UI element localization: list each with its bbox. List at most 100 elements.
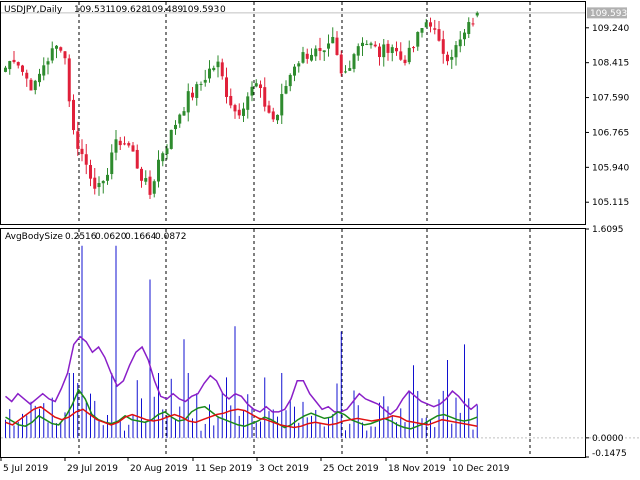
candle [118,136,122,150]
candle [114,129,118,161]
candle [420,28,424,38]
current-price-tag [587,7,627,19]
symbol-label: USDJPY,Daily [4,5,63,15]
candle [416,31,420,51]
candle [331,27,335,44]
candle [55,44,58,59]
candle [80,139,84,162]
candle [144,170,148,185]
candle [454,41,458,66]
candle [450,49,454,69]
candle [271,107,275,122]
indicator-tick-label: 0.0000 [592,434,624,444]
candle [46,57,50,75]
candle [267,100,271,114]
candle [246,92,250,119]
candle [365,40,369,46]
candle [106,167,109,185]
candle [178,113,182,128]
avg-line-green [5,388,478,430]
candle [378,43,381,66]
price-tick-label: 105.115 [592,198,629,208]
indicator-tick-label: 1.6095 [592,225,624,235]
candle [352,52,356,73]
candle [395,41,398,56]
indicator-value-2: 0.0620 [95,232,127,242]
candle [97,176,101,196]
price-tick-label: 109.240 [592,24,629,34]
candle [288,73,292,92]
current-price-text: 109.593 [590,9,627,19]
candle [8,60,12,75]
candle [161,151,165,167]
candle [169,129,173,150]
time-label: 25 Oct 2019 [323,464,379,474]
candle [135,144,139,169]
candle [369,41,373,49]
candle [356,43,360,61]
candle [429,17,432,33]
indicator-value-4: 0.0872 [155,232,187,242]
candle [157,150,160,188]
candle [254,79,258,88]
time-label: 5 Jul 2019 [3,464,48,474]
candle [225,67,228,104]
candle [25,69,29,87]
candle [140,166,143,188]
period-separators [78,2,531,457]
indicator-tick-label: -0.1475 [592,449,627,459]
price-tick-label: 108.415 [592,59,629,69]
candlestick-series [4,11,479,200]
candle [433,19,437,35]
candle [335,31,339,56]
candle [242,102,245,122]
candle [93,168,97,195]
price-tick-label: 106.765 [592,128,629,138]
candle [344,65,347,74]
time-label: 29 Jul 2019 [67,464,118,474]
candle [229,88,233,109]
candle [50,41,54,64]
candle [110,144,114,180]
time-label: 18 Nov 2019 [388,464,446,474]
candle [250,81,254,102]
candle [89,159,92,187]
candle [441,30,445,64]
candle [348,60,352,71]
price-panel-frame [0,1,586,225]
candle [63,50,67,65]
candle [263,77,267,112]
candle [191,87,194,101]
candle [463,28,466,46]
candle [373,41,377,48]
time-label: 11 Sep 2019 [195,464,252,474]
candle [42,57,46,81]
candle [297,61,301,73]
candle [314,45,318,61]
price-tick-label: 105.940 [592,163,629,173]
candle [390,44,394,62]
candle [327,34,330,57]
candle [186,83,190,122]
candle [475,11,479,18]
indicator-value-3: 0.1664 [125,232,157,242]
time-label: 3 Oct 2019 [259,464,309,474]
candle [471,17,475,27]
candle [276,114,279,124]
candle [38,68,41,87]
candle [424,18,428,28]
ohlc-open: 109.531 [74,5,111,15]
candle [29,78,33,91]
candle [403,55,407,66]
candle [33,79,37,95]
time-axis: 5 Jul 2019 29 Jul 2019 20 Aug 2019 11 Sep 2… [0,457,510,474]
candle [72,94,75,135]
time-label: 10 Dec 2019 [452,464,510,474]
candle [301,46,305,64]
candle [203,69,207,87]
candle [131,142,135,152]
time-label: 20 Aug 2019 [130,464,188,474]
candle [386,40,390,61]
candle [293,64,296,82]
